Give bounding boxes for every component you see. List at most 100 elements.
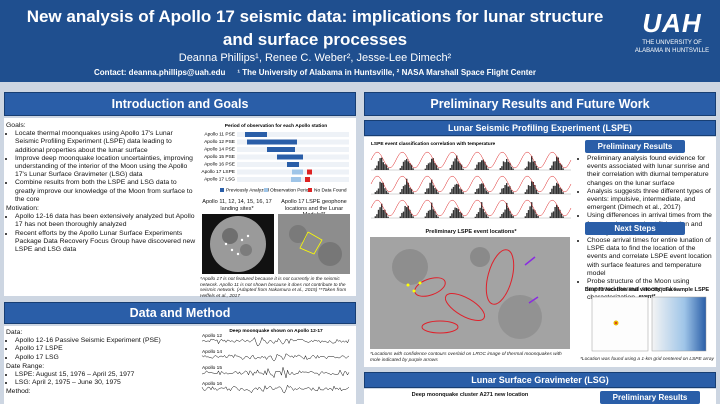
data-text: Data: Apollo 12-16 Passive Seismic Exper… xyxy=(6,329,198,397)
bar xyxy=(406,178,408,194)
bar xyxy=(376,214,378,218)
bar xyxy=(527,161,530,170)
bar xyxy=(407,161,409,170)
bullet: Apollo 12-16 Passive Seismic Experiment … xyxy=(15,337,198,345)
bar xyxy=(412,168,414,170)
bar xyxy=(432,185,434,194)
figure-title: LSPE event classification correlation wi… xyxy=(371,141,496,147)
bar xyxy=(404,184,406,194)
gap xyxy=(307,169,312,175)
bar xyxy=(560,188,563,194)
bar xyxy=(510,190,513,194)
trace-label: Apollo 12 xyxy=(202,333,222,339)
bar xyxy=(437,192,439,194)
bar xyxy=(474,168,476,170)
bar xyxy=(431,202,433,218)
figure-title: Best fit location and velocity of a samp… xyxy=(584,287,710,300)
span xyxy=(267,147,295,152)
bar xyxy=(401,189,403,194)
bar xyxy=(485,190,488,194)
bar xyxy=(401,165,403,170)
label: Motivation: xyxy=(6,205,39,213)
contact: Contact: deanna.phillips@uah.edu xyxy=(94,68,226,77)
caption: *Location was found using a 1-km grid ce… xyxy=(580,357,714,362)
bar xyxy=(481,183,483,194)
bar xyxy=(399,192,401,194)
row-label: Apollo 16 PSE xyxy=(204,162,235,168)
bar xyxy=(459,211,461,218)
bar xyxy=(556,156,558,170)
legend-label: Observation Period xyxy=(270,188,311,194)
row-label: Apollo 17 LSG xyxy=(204,177,235,183)
bar xyxy=(452,161,455,170)
bar xyxy=(404,205,406,218)
bar xyxy=(479,207,481,218)
bar xyxy=(399,168,401,170)
section-heading: Data and Method xyxy=(4,302,356,324)
intro-text: Goals: Locate thermal moonquakes using A… xyxy=(6,122,198,255)
seismogram-figure: Deep moonquake shown on Apollo 12-17 Apo… xyxy=(201,328,350,394)
bar xyxy=(457,209,459,218)
bar xyxy=(526,213,528,218)
bar xyxy=(506,183,508,194)
temperature-curve xyxy=(370,175,572,193)
bar xyxy=(385,212,388,218)
subsection-heading: Lunar Seismic Profiling Experiment (LSPE… xyxy=(364,120,716,136)
bar xyxy=(534,210,536,218)
bar xyxy=(407,205,409,218)
bar xyxy=(410,164,413,170)
bar xyxy=(524,216,526,218)
bullet: Choose arrival times for entire lunation… xyxy=(587,237,715,278)
bar xyxy=(482,183,484,194)
bar xyxy=(457,184,459,194)
bar xyxy=(412,192,414,194)
contact-line: Contact: deanna.phillips@uah.edu ¹ The Un… xyxy=(10,68,620,77)
bar xyxy=(506,202,508,218)
bullet: Apollo 17 LSG xyxy=(15,354,198,362)
bar xyxy=(454,158,456,170)
bar xyxy=(456,183,458,194)
bullet-list: Apollo 12-16 Passive Seismic Experiment … xyxy=(6,337,198,362)
bar xyxy=(410,213,413,218)
bar xyxy=(431,179,433,194)
box-heading: Preliminary Results xyxy=(600,391,700,404)
bar xyxy=(554,206,556,218)
bar xyxy=(512,168,514,170)
bar xyxy=(506,158,508,170)
bar xyxy=(451,164,453,170)
bar xyxy=(402,186,405,194)
bar xyxy=(429,162,431,170)
bar xyxy=(402,161,405,170)
bar xyxy=(487,192,489,194)
trace-label: Apollo 15 xyxy=(202,365,222,371)
figure-title: Preliminary LSPE event locations* xyxy=(425,229,517,235)
bar xyxy=(477,162,480,170)
bar xyxy=(474,192,476,194)
bar xyxy=(549,168,551,170)
row-label: Apollo 12 PSE xyxy=(204,139,235,145)
bar xyxy=(507,161,509,170)
bar xyxy=(424,192,426,194)
bar xyxy=(527,210,530,218)
bar xyxy=(504,162,506,170)
bar xyxy=(451,213,453,218)
bar xyxy=(384,164,386,170)
row-label: Apollo 14 PSE xyxy=(204,147,235,153)
bar xyxy=(427,210,430,218)
bar xyxy=(477,212,480,218)
bar xyxy=(382,162,384,170)
bar xyxy=(462,192,464,194)
bar xyxy=(377,209,380,218)
temperature-curve xyxy=(370,199,572,217)
bar xyxy=(479,162,481,170)
bar xyxy=(412,216,414,218)
title: New analysis of Apollo 17 seismic data: … xyxy=(26,7,604,49)
bar xyxy=(460,212,463,218)
bar xyxy=(559,209,561,218)
moon-image xyxy=(202,214,274,274)
event-location-image xyxy=(370,237,570,349)
bar xyxy=(499,216,501,218)
bar xyxy=(551,165,553,170)
bar xyxy=(559,187,561,194)
footnote: *Apollo 17 is not featured because it is… xyxy=(200,277,347,299)
